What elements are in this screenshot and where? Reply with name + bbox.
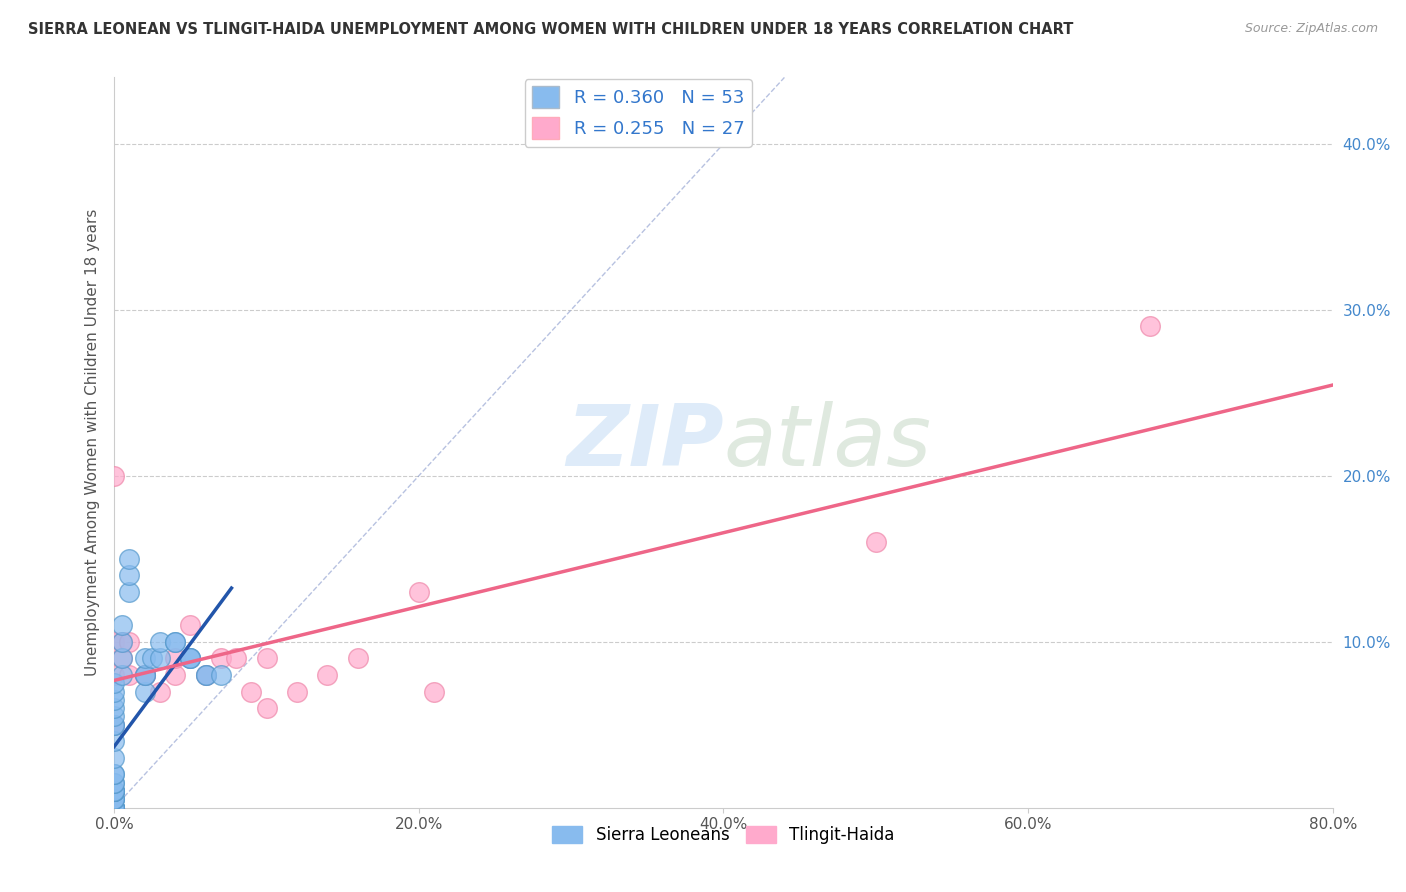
Point [408, 585, 430, 599]
Point [134, 668, 156, 682]
Point [111, 651, 134, 665]
Point [149, 684, 172, 698]
Point [118, 668, 141, 682]
Point [225, 651, 247, 665]
Point [256, 701, 278, 715]
Y-axis label: Unemployment Among Women with Children Under 18 years: Unemployment Among Women with Children U… [86, 209, 100, 676]
Point [165, 668, 187, 682]
Point [194, 668, 217, 682]
Point [423, 684, 446, 698]
Text: atlas: atlas [724, 401, 932, 484]
Point [118, 634, 141, 648]
Point [103, 800, 125, 814]
Point [111, 668, 134, 682]
Point [285, 684, 308, 698]
Point [240, 684, 263, 698]
Point [103, 800, 125, 814]
Point [103, 709, 125, 723]
Point [111, 634, 134, 648]
Point [141, 651, 163, 665]
Point [103, 792, 125, 806]
Point [165, 651, 187, 665]
Point [103, 800, 125, 814]
Point [149, 634, 172, 648]
Point [194, 668, 217, 682]
Point [103, 751, 125, 765]
Point [103, 784, 125, 798]
Point [165, 634, 187, 648]
Point [103, 734, 125, 748]
Legend: R = 0.360   N = 53, R = 0.255   N = 27: R = 0.360 N = 53, R = 0.255 N = 27 [524, 79, 752, 146]
Point [865, 535, 887, 549]
Point [111, 634, 134, 648]
Text: Source: ZipAtlas.com: Source: ZipAtlas.com [1244, 22, 1378, 36]
Point [103, 800, 125, 814]
Point [134, 668, 156, 682]
Point [103, 800, 125, 814]
Point [118, 551, 141, 566]
Point [1139, 319, 1161, 334]
Point [103, 717, 125, 731]
Point [103, 668, 125, 682]
Point [103, 784, 125, 798]
Point [103, 800, 125, 814]
Point [103, 701, 125, 715]
Point [111, 651, 134, 665]
Point [179, 651, 201, 665]
Point [165, 634, 187, 648]
Point [103, 800, 125, 814]
Point [118, 585, 141, 599]
Point [103, 792, 125, 806]
Point [256, 651, 278, 665]
Point [103, 800, 125, 814]
Point [347, 651, 370, 665]
Point [134, 651, 156, 665]
Point [194, 668, 217, 682]
Text: SIERRA LEONEAN VS TLINGIT-HAIDA UNEMPLOYMENT AMONG WOMEN WITH CHILDREN UNDER 18 : SIERRA LEONEAN VS TLINGIT-HAIDA UNEMPLOY… [28, 22, 1074, 37]
Point [103, 767, 125, 781]
Point [209, 651, 232, 665]
Point [103, 767, 125, 781]
Point [103, 776, 125, 790]
Point [134, 668, 156, 682]
Point [103, 784, 125, 798]
Point [103, 717, 125, 731]
Point [103, 800, 125, 814]
Point [103, 634, 125, 648]
Point [103, 693, 125, 707]
Point [103, 792, 125, 806]
Point [111, 618, 134, 632]
Point [103, 800, 125, 814]
Point [134, 668, 156, 682]
Point [179, 618, 201, 632]
Point [103, 684, 125, 698]
Point [118, 568, 141, 582]
Point [103, 468, 125, 483]
Point [179, 651, 201, 665]
Text: ZIP: ZIP [565, 401, 724, 484]
Point [209, 668, 232, 682]
Point [103, 676, 125, 690]
Point [316, 668, 339, 682]
Point [103, 784, 125, 798]
Point [103, 717, 125, 731]
Point [103, 784, 125, 798]
Point [134, 684, 156, 698]
Point [149, 651, 172, 665]
Point [179, 651, 201, 665]
Point [103, 776, 125, 790]
